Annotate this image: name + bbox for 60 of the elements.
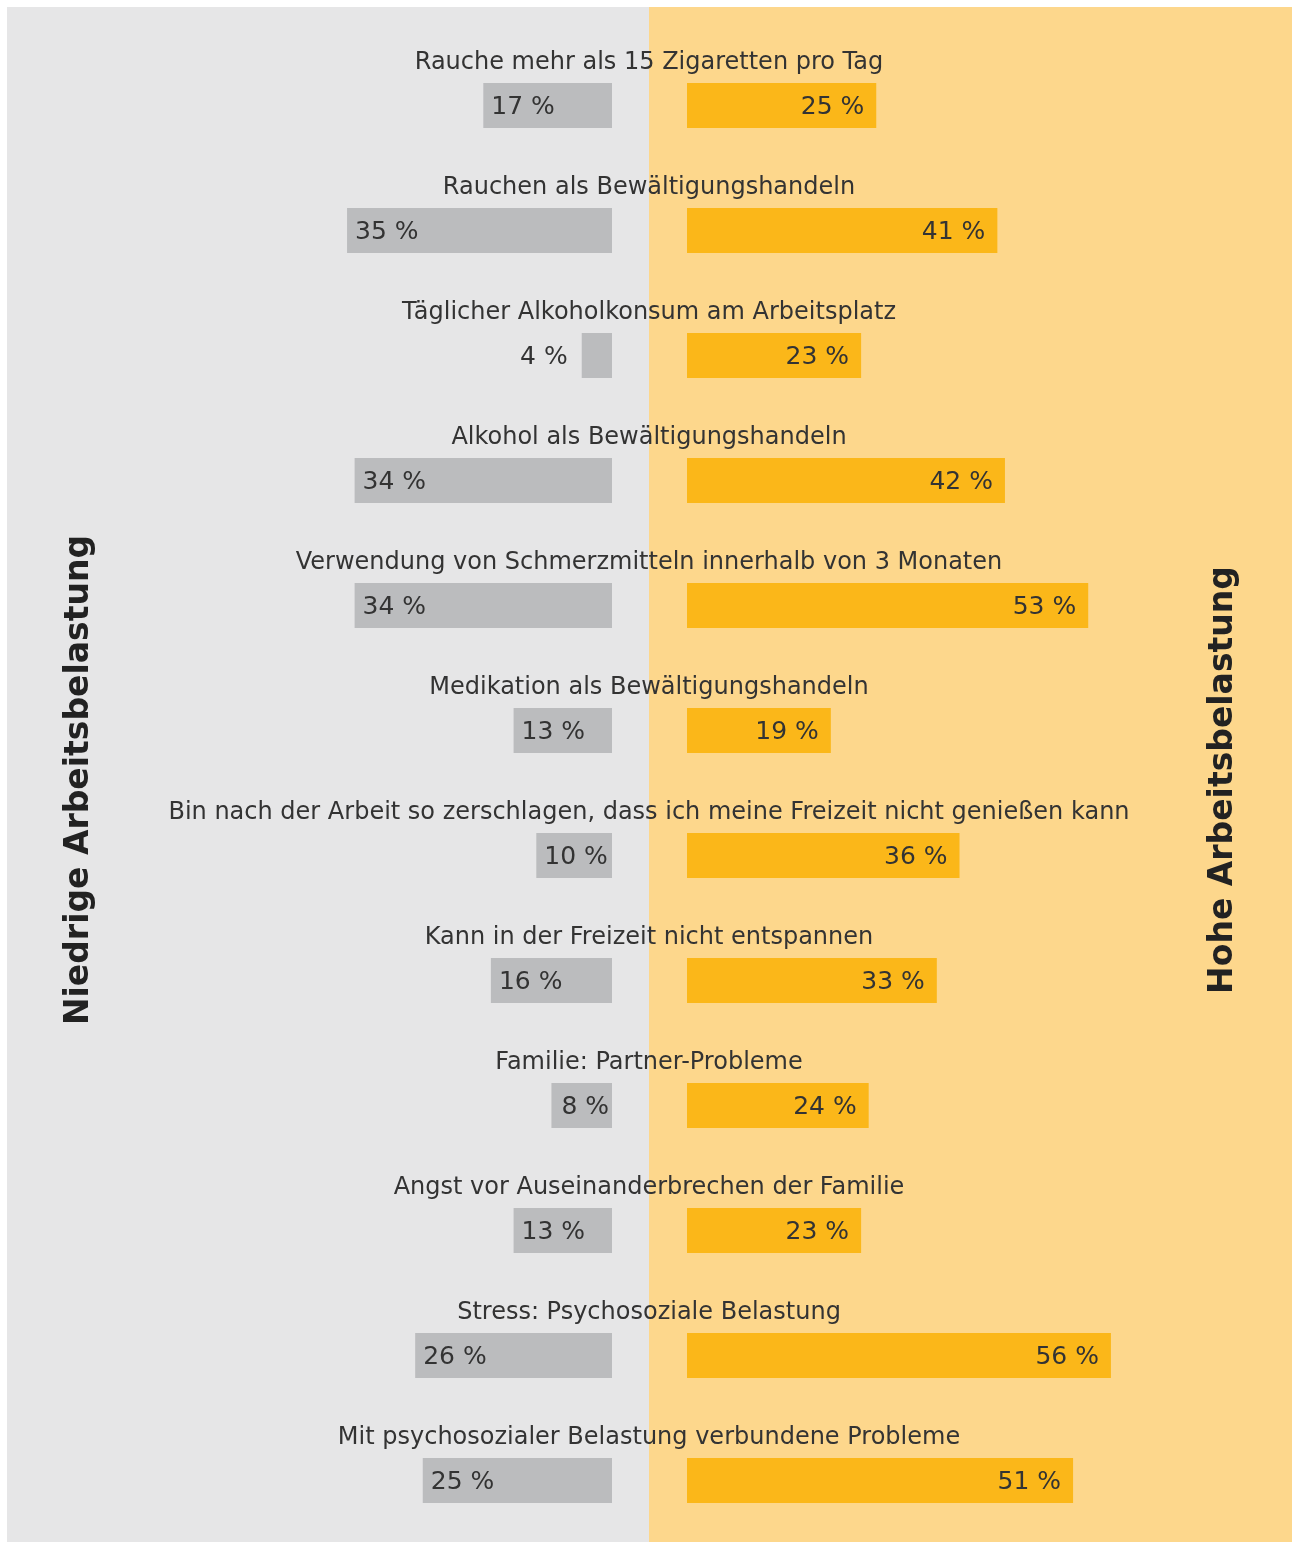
bar	[687, 583, 1089, 628]
data-label: 23 %	[785, 1216, 850, 1245]
bar	[513, 708, 612, 753]
bar	[354, 583, 612, 628]
bar	[354, 458, 612, 503]
data-label: 26 %	[423, 1341, 487, 1370]
data-label: 36 %	[884, 841, 948, 870]
y-tick-label: Kann in der Freizeit nicht entspannen	[424, 922, 874, 950]
data-label: 41 %	[921, 216, 986, 245]
data-label: 33 %	[861, 966, 925, 995]
data-label: 35 %	[355, 216, 419, 245]
y-tick-label: Rauche mehr als 15 Zigaretten pro Tag	[414, 47, 884, 75]
y-tick-label: Bin nach der Arbeit so zerschlagen, dass ich meine Freizeit nicht genießen kann	[168, 797, 1130, 825]
data-label: 25 %	[800, 91, 865, 120]
bar	[687, 208, 998, 253]
bar	[422, 1458, 612, 1503]
bar	[687, 83, 877, 128]
y-tick-label: Mit psychosozialer Belastung verbundene Probleme	[337, 1422, 961, 1450]
data-label: 4 %	[520, 341, 568, 370]
bar	[415, 1333, 612, 1378]
data-label: 34 %	[362, 466, 427, 495]
data-label: 13 %	[521, 1216, 586, 1245]
bar	[687, 1083, 869, 1128]
y-tick-label: Alkohol als Bewältigungshandeln	[451, 422, 847, 450]
bar	[687, 958, 937, 1003]
y-tick-label: Rauchen als Bewältigungshandeln	[442, 172, 856, 200]
data-label: 8 %	[561, 1091, 609, 1120]
data-label: 51 %	[997, 1466, 1062, 1495]
bar	[483, 83, 612, 128]
bar	[687, 1458, 1074, 1503]
data-label: 42 %	[929, 466, 993, 495]
bar	[347, 208, 612, 253]
data-label: 19 %	[755, 716, 819, 745]
y-tick-label: Verwendung von Schmerzmitteln innerhalb von 3 Monaten	[295, 547, 1003, 575]
text: Hohe Arbeitsbelastung	[1201, 566, 1240, 994]
y-tick-label: Familie: Partner-Probleme	[495, 1047, 803, 1075]
bar	[687, 833, 960, 878]
bar	[687, 1208, 862, 1253]
bar	[513, 1208, 612, 1253]
bar	[687, 1333, 1111, 1378]
data-label: 16 %	[498, 966, 563, 995]
data-label: 24 %	[793, 1091, 857, 1120]
y-tick-label: Stress: Psychosoziale Belastung	[457, 1297, 841, 1325]
y-tick-label: Täglicher Alkoholkonsum am Arbeitsplatz	[400, 297, 897, 325]
data-label: 17 %	[491, 91, 555, 120]
y-tick-label: Angst vor Auseinanderbrechen der Familie	[393, 1172, 905, 1200]
data-label: 13 %	[521, 716, 586, 745]
bar	[687, 458, 1005, 503]
y-tick-label: Medikation als Bewältigungshandeln	[429, 672, 869, 700]
bar	[687, 333, 862, 378]
data-label: 53 %	[1012, 591, 1077, 620]
text: Niedrige Arbeitsbelastung	[57, 534, 96, 1026]
data-label: 10 %	[544, 841, 608, 870]
data-label: 56 %	[1035, 1341, 1099, 1370]
data-label: 23 %	[785, 341, 850, 370]
bar	[687, 708, 831, 753]
data-label: 25 %	[430, 1466, 495, 1495]
bar	[581, 333, 612, 378]
data-label: 34 %	[362, 591, 427, 620]
bar	[490, 958, 612, 1003]
